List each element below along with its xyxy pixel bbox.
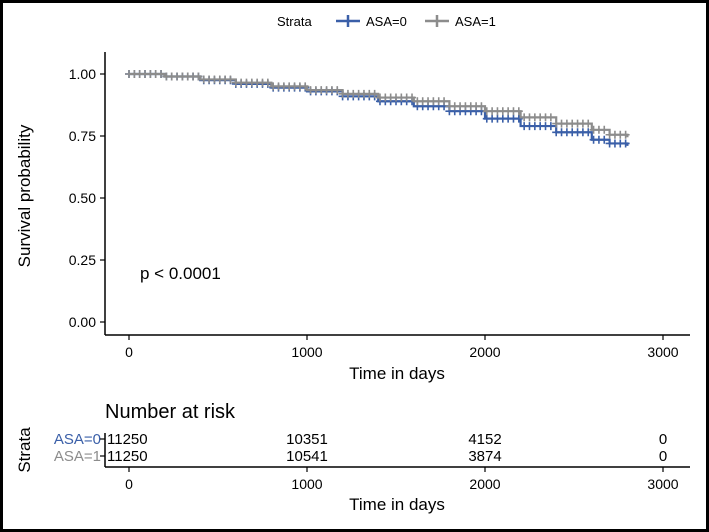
series-group [125, 70, 630, 148]
x-axis-title: Time in days [349, 364, 445, 383]
censor-mark [546, 122, 555, 131]
p-value-annotation: p < 0.0001 [140, 264, 221, 283]
legend-item-asa1: ASA=1 [425, 14, 496, 29]
x-ticks: 0 1000 2000 3000 [125, 335, 679, 360]
censor-mark [600, 135, 609, 144]
risk-count: 10541 [286, 448, 328, 465]
censor-mark [584, 128, 593, 137]
censor-mark [194, 72, 203, 81]
risk-row-label: ASA=1 [54, 448, 101, 465]
censor-mark [157, 70, 166, 78]
censor-mark [514, 114, 523, 123]
risk-x-tick-label: 1000 [291, 476, 322, 492]
y-tick-label: 1.00 [69, 66, 96, 82]
risk-count: 11250 [107, 431, 148, 448]
risk-table-y-title: Strata [15, 427, 34, 473]
risk-x-tick-label: 0 [125, 476, 133, 492]
risk-count: 10351 [286, 431, 328, 448]
risk-count: 11250 [107, 448, 148, 465]
censor-mark [621, 139, 630, 148]
legend-item-asa0: ASA=0 [336, 14, 407, 29]
censor-mark [477, 102, 486, 111]
censor-mark [408, 93, 417, 102]
x-tick-label: 1000 [291, 344, 322, 360]
risk-count: 0 [659, 448, 667, 465]
legend: Strata ASA=0 ASA=1 [277, 14, 496, 29]
y-tick-label: 0.25 [69, 252, 96, 268]
censor-mark [600, 125, 609, 134]
censor-mark [301, 82, 310, 91]
risk-x-tick-label: 2000 [469, 476, 500, 492]
censor-mark [440, 97, 449, 106]
x-tick-label: 2000 [469, 344, 500, 360]
survival-plot: 0.00 0.25 0.50 0.75 1.00 0 1000 2000 3000 Survi… [15, 52, 690, 383]
legend-label-asa0: ASA=0 [366, 14, 407, 29]
censor-mark [514, 107, 523, 116]
y-tick-label: 0.00 [69, 314, 96, 330]
y-axis-title: Survival probability [15, 124, 34, 267]
censor-mark [546, 113, 555, 122]
y-tick-label: 0.75 [69, 128, 96, 144]
censor-mark [370, 89, 379, 98]
risk-x-ticks: 0 1000 2000 3000 [125, 467, 679, 492]
censor-mark [263, 78, 272, 87]
risk-count: 4152 [468, 431, 501, 448]
censor-mark [226, 75, 235, 84]
x-tick-label: 3000 [647, 344, 678, 360]
legend-label-asa1: ASA=1 [455, 14, 496, 29]
risk-count: 3874 [468, 448, 501, 465]
censor-mark [621, 130, 630, 139]
risk-table-title: Number at risk [105, 401, 236, 423]
risk-count: 0 [659, 431, 667, 448]
y-ticks: 0.00 0.25 0.50 0.75 1.00 [69, 66, 105, 330]
risk-x-axis-title: Time in days [349, 495, 445, 514]
censor-mark [333, 86, 342, 95]
risk-table: Number at risk Strata ASA=0 11250 10351 415… [15, 401, 690, 514]
censor-mark [584, 119, 593, 128]
y-tick-label: 0.50 [69, 190, 96, 206]
legend-title: Strata [277, 14, 312, 29]
risk-rows: ASA=0 11250 10351 4152 0 ASA=1 11250 10541 3874 0 [54, 431, 667, 465]
x-tick-label: 0 [125, 344, 133, 360]
risk-row-label: ASA=0 [54, 431, 101, 448]
risk-x-tick-label: 3000 [647, 476, 678, 492]
